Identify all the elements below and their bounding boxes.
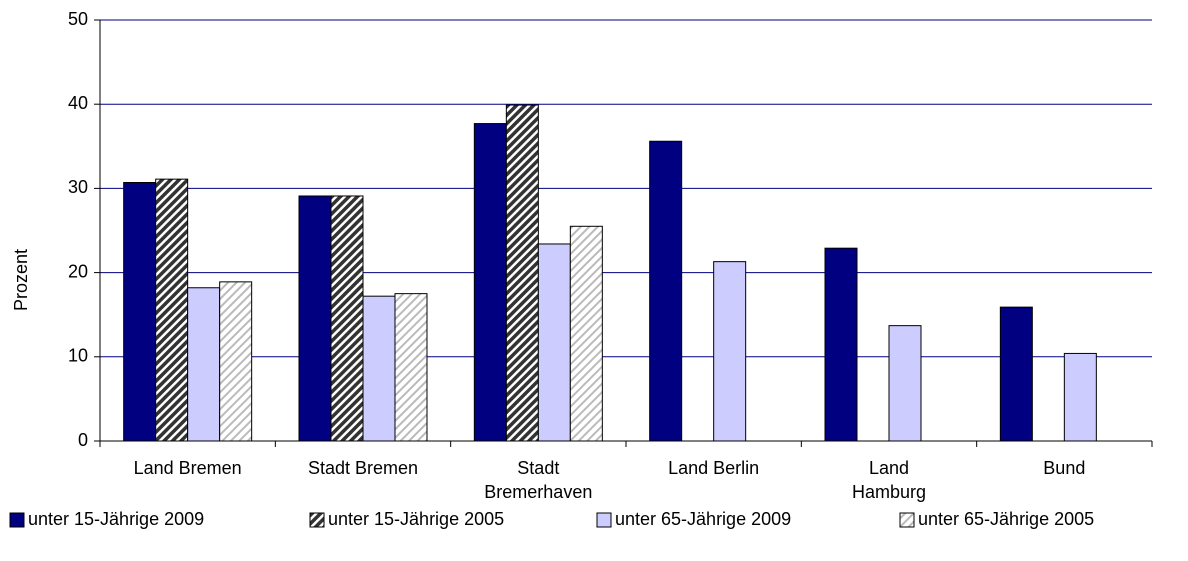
- x-tick-label: Bund: [1043, 458, 1086, 478]
- bar: [824, 247, 858, 442]
- bar: [569, 225, 603, 442]
- y-tick-label: 10: [68, 346, 88, 366]
- legend-label: unter 65-Jährige 2009: [615, 509, 791, 529]
- legend-label: unter 15-Jährige 2005: [328, 509, 504, 529]
- y-axis-label: Prozent: [11, 249, 31, 311]
- bar: [187, 287, 221, 442]
- x-tick-label: Stadt Bremen: [307, 458, 419, 478]
- y-tick-label: 20: [68, 261, 88, 281]
- bar: [649, 140, 683, 442]
- bar: [219, 281, 253, 442]
- legend-swatch: [596, 512, 612, 528]
- y-tick-label: 30: [68, 177, 88, 197]
- bar: [330, 195, 364, 442]
- bar: [537, 243, 571, 442]
- y-tick-label: 0: [78, 430, 88, 450]
- legend-label: unter 15-Jährige 2009: [28, 509, 204, 529]
- legend-swatch: [309, 512, 325, 528]
- legend-swatch: [9, 512, 25, 528]
- bar: [505, 104, 539, 442]
- bar: [473, 123, 507, 442]
- bar: [362, 295, 396, 442]
- bar: [999, 306, 1033, 442]
- legend-label: unter 65-Jährige 2005: [918, 509, 1094, 529]
- bar: [155, 178, 189, 442]
- bar: [394, 293, 428, 442]
- legend-swatch: [899, 512, 915, 528]
- bar: [123, 182, 157, 442]
- bar: [713, 261, 747, 442]
- bar: [1063, 352, 1097, 442]
- bar: [298, 195, 332, 442]
- x-tick-label: Land Hamburg: [851, 458, 926, 502]
- x-tick-label: Land Berlin: [668, 458, 760, 478]
- x-tick-label: Stadt Bremerhaven: [484, 458, 593, 502]
- y-tick-label: 50: [68, 9, 88, 29]
- x-tick-label: Land Bremen: [133, 458, 242, 478]
- bar: [888, 325, 922, 442]
- y-tick-label: 40: [68, 93, 88, 113]
